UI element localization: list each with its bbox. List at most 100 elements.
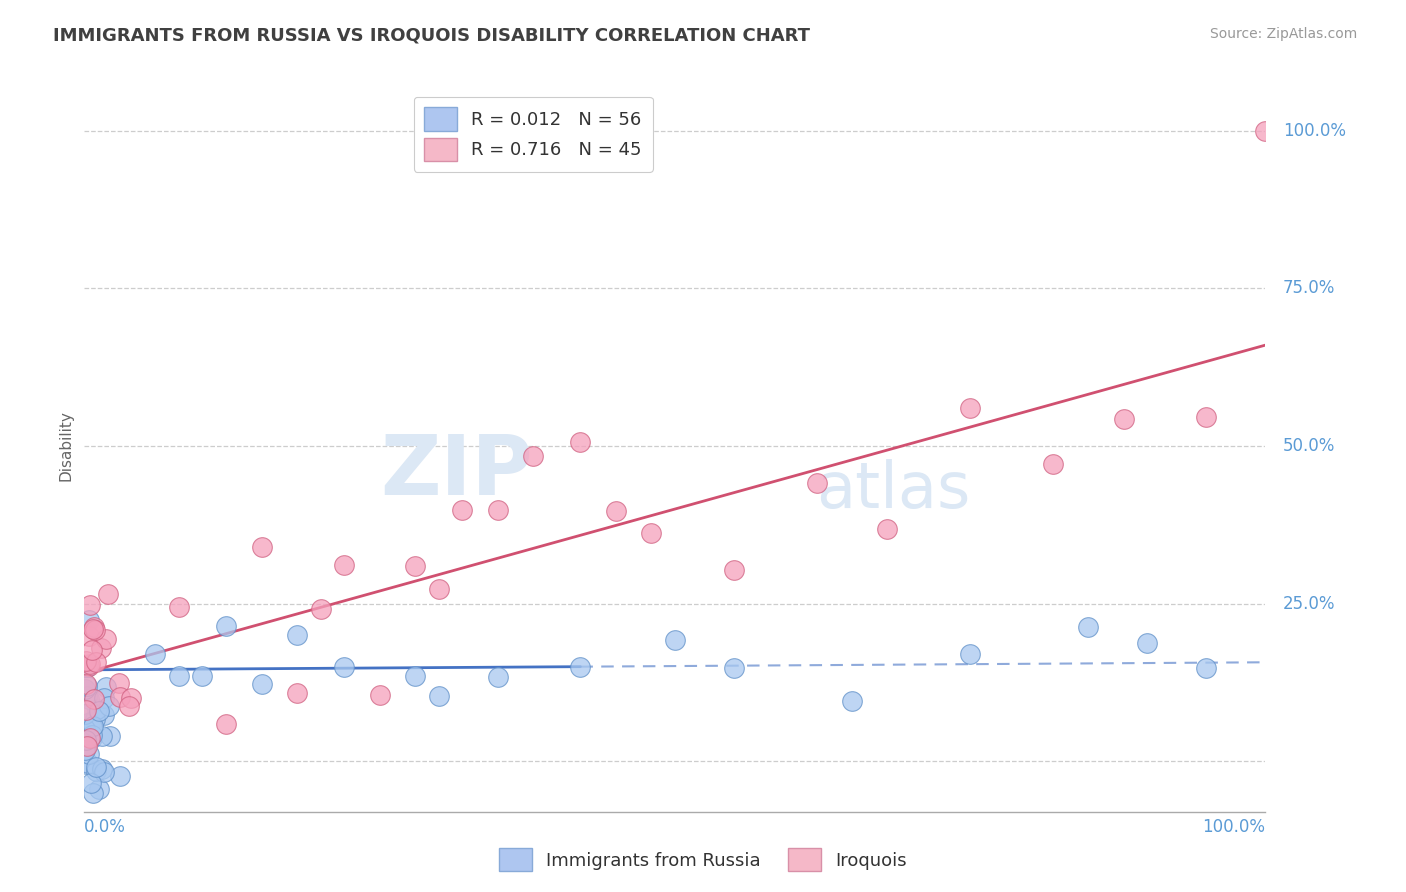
Point (75, 722, 97, 736)
Point (77, 613, 100, 627)
Point (285, 628, 308, 642)
Point (90, 640, 112, 655)
Point (79, 715, 101, 730)
Point (664, 632, 686, 647)
Text: IMMIGRANTS FROM RUSSIA VS IROQUOIS DISABILITY CORRELATION CHART: IMMIGRANTS FROM RUSSIA VS IROQUOIS DISAB… (53, 27, 810, 45)
Point (1042, 457, 1064, 471)
Point (84, 655, 107, 669)
Text: Source: ZipAtlas.com: Source: ZipAtlas.com (1209, 27, 1357, 41)
Point (97, 699, 120, 714)
Point (404, 669, 426, 683)
Point (143, 647, 166, 661)
Point (97, 587, 120, 601)
Point (640, 526, 662, 541)
Legend: Immigrants from Russia, Iroquois: Immigrants from Russia, Iroquois (492, 841, 914, 879)
Point (75, 706, 97, 721)
Point (84, 764, 107, 779)
Point (79, 629, 101, 643)
Point (82, 786, 104, 800)
Point (73, 743, 96, 757)
Point (191, 669, 214, 683)
Point (91, 762, 114, 776)
Point (841, 694, 863, 708)
Text: 50.0%: 50.0% (1284, 437, 1336, 455)
Point (1136, 636, 1159, 650)
Point (90, 729, 112, 743)
Point (1254, 124, 1277, 138)
Point (83, 620, 105, 634)
Point (959, 401, 981, 415)
Point (76, 724, 98, 739)
Point (77, 727, 100, 741)
Point (723, 661, 745, 675)
Point (82, 720, 104, 734)
Point (76, 679, 98, 693)
Point (1112, 412, 1135, 426)
Point (84, 760, 107, 774)
Point (93, 707, 115, 722)
Point (77, 659, 100, 673)
Point (77, 756, 100, 770)
Point (1077, 619, 1099, 633)
Point (486, 503, 509, 517)
Point (118, 699, 141, 714)
Point (79, 731, 101, 745)
Point (75, 681, 97, 696)
Point (82, 623, 104, 637)
Point (167, 599, 190, 614)
Point (333, 558, 356, 573)
Point (75, 676, 97, 690)
Point (427, 582, 450, 597)
Point (75, 739, 97, 754)
Point (333, 660, 356, 674)
Text: ZIP: ZIP (381, 431, 533, 512)
Point (80, 731, 103, 745)
Point (93, 691, 115, 706)
Point (93, 765, 115, 780)
Point (75, 654, 97, 668)
Point (84, 624, 107, 638)
Point (98, 729, 121, 743)
Point (215, 619, 238, 633)
Text: 25.0%: 25.0% (1284, 595, 1336, 613)
Point (76, 689, 98, 703)
Point (605, 504, 627, 518)
Point (79, 598, 101, 612)
Point (569, 435, 592, 450)
Point (83, 692, 105, 706)
Point (75, 733, 97, 747)
Point (96, 681, 118, 695)
Point (1195, 410, 1218, 425)
Point (82, 719, 104, 733)
Point (167, 669, 190, 683)
Text: atlas: atlas (817, 459, 972, 521)
Point (75, 703, 97, 717)
Legend: R = 0.012   N = 56, R = 0.716   N = 45: R = 0.012 N = 56, R = 0.716 N = 45 (413, 96, 652, 172)
Text: 100.0%: 100.0% (1284, 121, 1346, 140)
Text: 0.0%: 0.0% (84, 818, 127, 836)
Point (250, 677, 273, 691)
Y-axis label: Disability: Disability (58, 410, 73, 482)
Point (94, 632, 117, 646)
Point (80, 776, 103, 790)
Point (486, 670, 509, 684)
Point (79, 657, 101, 671)
Point (451, 502, 474, 516)
Point (120, 690, 142, 705)
Point (723, 563, 745, 577)
Point (215, 717, 238, 731)
Point (806, 476, 828, 491)
Point (309, 601, 332, 615)
Point (87, 782, 110, 797)
Point (84, 712, 107, 726)
Point (876, 522, 898, 536)
Point (108, 676, 131, 690)
Point (82, 728, 104, 742)
Point (76, 659, 98, 673)
Text: 100.0%: 100.0% (1202, 818, 1265, 836)
Point (404, 558, 426, 573)
Point (76, 739, 98, 753)
Point (86, 701, 108, 715)
Point (82, 642, 104, 657)
Point (108, 690, 131, 704)
